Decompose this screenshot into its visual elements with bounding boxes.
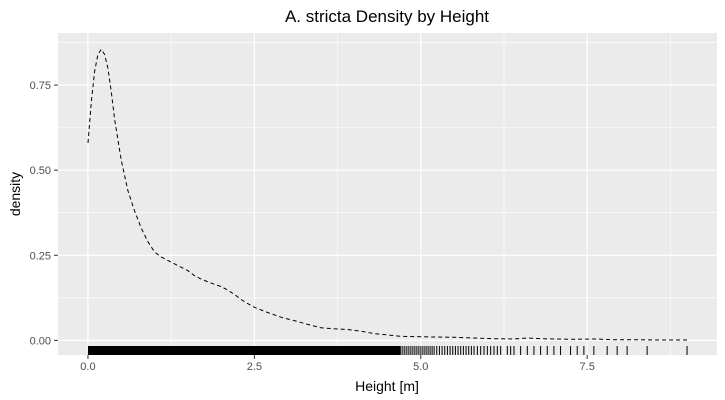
rug-marks (87, 346, 688, 355)
grid-lines (58, 33, 717, 355)
y-tick-label: 0.25 (30, 250, 51, 262)
rug-dense-band (87, 346, 401, 355)
y-tick-label: 0.50 (30, 165, 51, 177)
density-line (87, 48, 687, 341)
plot-panel (58, 33, 717, 355)
x-tick-label: 7.5 (580, 361, 595, 373)
x-tick-label: 0.0 (80, 361, 95, 373)
y-axis-title: density (7, 172, 23, 216)
x-tick-label: 5.0 (413, 361, 428, 373)
chart-title: A. stricta Density by Height (285, 7, 489, 26)
y-tick-label: 0.75 (30, 80, 51, 92)
x-axis-title: Height [m] (355, 378, 419, 394)
x-tick-label: 2.5 (247, 361, 262, 373)
axis-ticks: 0.0 2.5 5.0 7.5 0.00 0.25 0.50 0.75 (30, 80, 595, 373)
y-tick-label: 0.00 (30, 335, 51, 347)
